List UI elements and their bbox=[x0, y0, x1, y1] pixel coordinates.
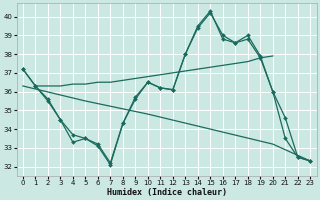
X-axis label: Humidex (Indice chaleur): Humidex (Indice chaleur) bbox=[107, 188, 227, 197]
